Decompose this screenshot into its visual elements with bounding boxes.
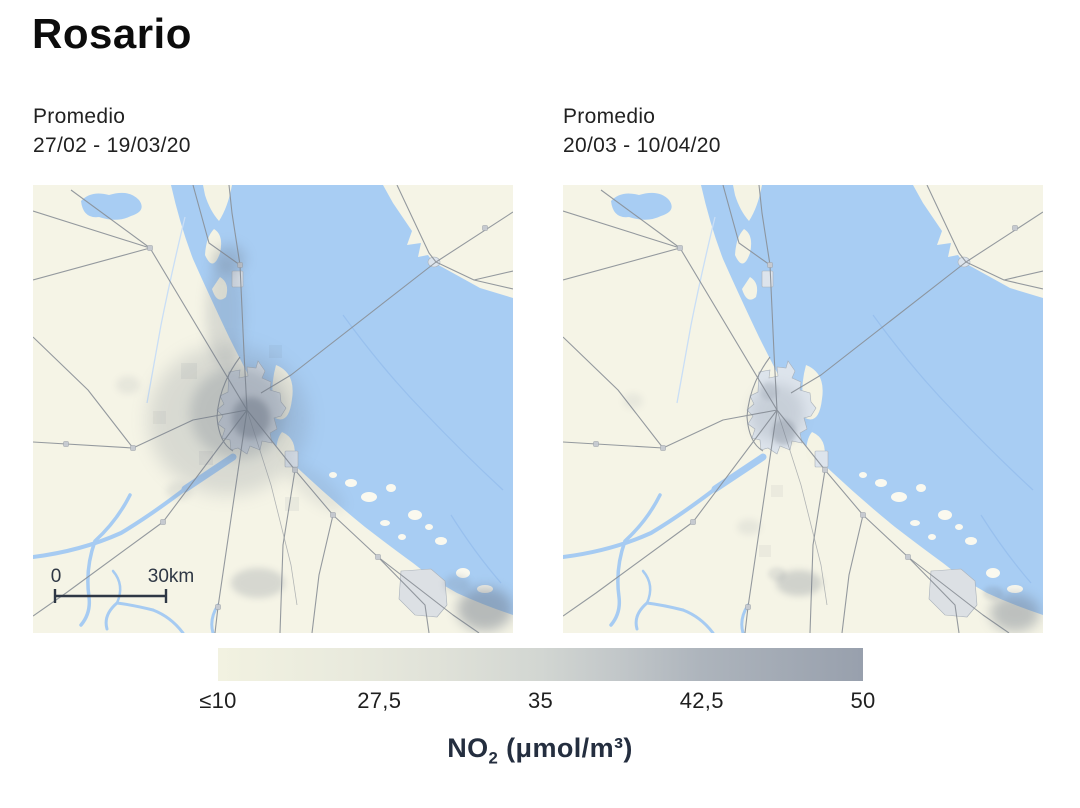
no2-unit-label: NO2 (μmol/m³) (0, 733, 1080, 768)
scalebar-label-end: 30km (148, 566, 194, 587)
caption-after: Promedio 20/03 - 10/04/20 (563, 102, 721, 160)
legend-gradient-bar (218, 648, 863, 681)
caption-after-line2: 20/03 - 10/04/20 (563, 134, 721, 157)
caption-before: Promedio 27/02 - 19/03/20 (33, 102, 191, 160)
legend-tick-4: 50 (850, 688, 876, 713)
map-panel-after (563, 185, 1043, 633)
unit-prefix: NO (447, 733, 489, 763)
caption-before-line1: Promedio (33, 105, 126, 128)
scalebar-label-start: 0 (51, 566, 62, 587)
unit-subscript: 2 (488, 748, 499, 768)
legend-tick-0: ≤10 (199, 688, 237, 713)
page-title: Rosario (32, 10, 192, 57)
legend-tick-1: 27,5 (357, 688, 402, 713)
caption-after-line1: Promedio (563, 105, 656, 128)
legend: ≤10 27,5 35 42,5 50 (199, 648, 875, 718)
legend-tick-3: 42,5 (679, 688, 724, 713)
map-before-svg: 0 30km (33, 185, 513, 633)
map-panel-before: 0 30km (33, 185, 513, 633)
legend-tick-2: 35 (527, 688, 554, 713)
scalebar: 0 30km (51, 566, 194, 603)
caption-before-line2: 27/02 - 19/03/20 (33, 134, 191, 157)
map-after-svg (563, 185, 1043, 633)
unit-suffix: (μmol/m³) (498, 733, 633, 763)
